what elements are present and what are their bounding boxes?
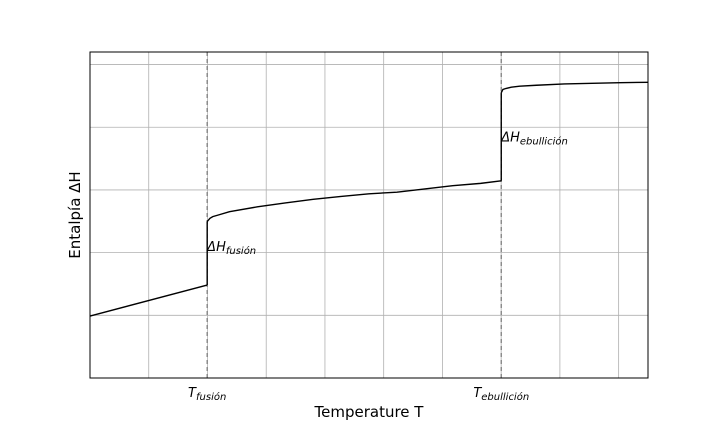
curve-segment xyxy=(89,284,208,317)
curve-segment xyxy=(500,81,649,94)
phase-transition-lines xyxy=(206,52,502,378)
delta-h-annotation: ΔHfusión xyxy=(206,240,256,257)
plot-frame xyxy=(89,51,649,379)
grid xyxy=(90,52,648,378)
curve-segment xyxy=(206,180,502,222)
enthalpy-curve xyxy=(89,81,649,317)
x-tick-label: Tfusión xyxy=(188,386,226,403)
delta-h-annotation: ΔHebullición xyxy=(500,131,568,148)
annotations: ΔHfusión ΔHebullición xyxy=(206,131,568,257)
y-axis-label: Entalpía ΔH xyxy=(66,171,84,258)
x-axis-label: Temperature T xyxy=(314,403,425,421)
x-tick-label: Tebullición xyxy=(473,386,529,403)
x-tick-labels: Tfusión Tebullición xyxy=(188,386,529,403)
